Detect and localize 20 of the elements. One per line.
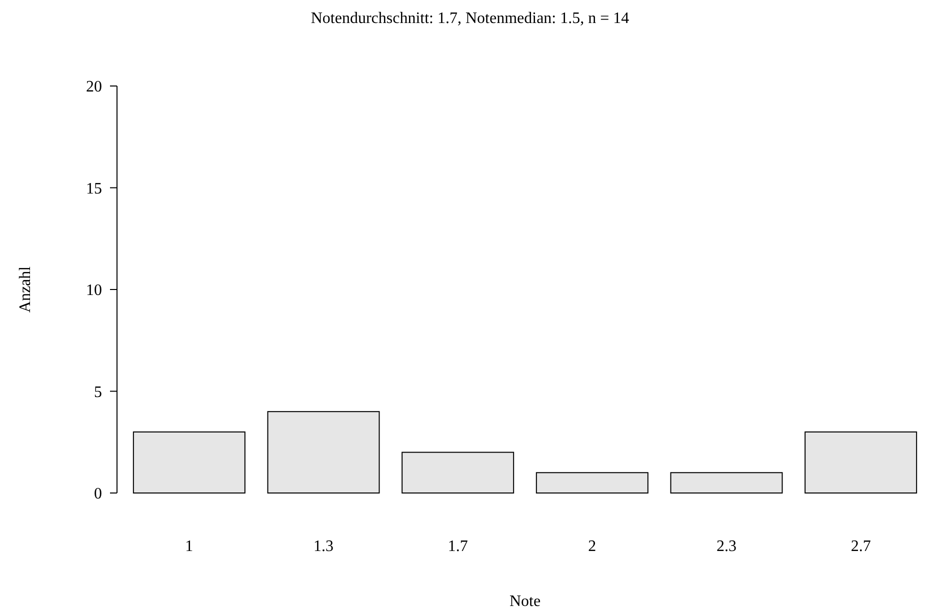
y-tick-label: 15 (86, 180, 102, 198)
y-axis-title: Anzahl (17, 266, 34, 313)
x-axis-title: Note (509, 593, 541, 610)
bar (132, 431, 246, 494)
y-tick-label: 5 (94, 384, 102, 401)
x-tick-label: 1.3 (314, 538, 334, 555)
x-tick-label: 2.7 (850, 538, 871, 555)
y-tick-label: 10 (86, 282, 102, 300)
bar (670, 472, 783, 494)
y-tick-label: 0 (94, 486, 102, 503)
x-tick-label: 1 (185, 538, 194, 555)
bar (804, 431, 918, 494)
y-tick-label: 20 (86, 78, 102, 96)
x-tick-label: 2.3 (716, 538, 736, 555)
bar (267, 411, 380, 494)
x-tick-label: 1.7 (448, 538, 468, 555)
chart-title: Notendurchschnitt: 1.7, Notenmedian: 1.5, n = 14 (310, 10, 630, 27)
bar (402, 452, 514, 494)
bar (536, 472, 648, 494)
x-tick-label: 2 (588, 538, 596, 555)
